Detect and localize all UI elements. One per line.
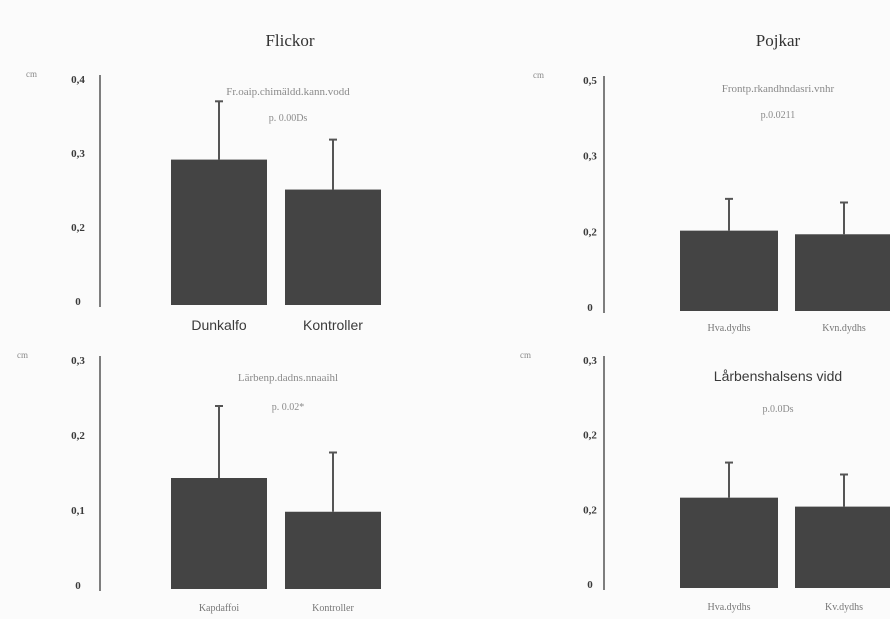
- y-tick-label: 0,4: [71, 74, 85, 86]
- category-label: Hva.dydhs: [707, 602, 750, 613]
- y-tick-label: 0,5: [583, 75, 597, 87]
- p-value-label: p. 0.00Ds: [269, 113, 308, 124]
- bar-patient: [680, 230, 778, 311]
- bar-patient: [680, 497, 778, 588]
- panel-title: Fr.oaip.chimäldd.kann.vodd: [226, 86, 350, 98]
- chart-panel-top-left: cm 0,4 0,3 0,2 0 Fr.oaip.chimäldd.kann.vodd p.…: [26, 69, 381, 333]
- p-value-label: p. 0.02*: [272, 402, 305, 413]
- y-tick-label: 0,3: [583, 151, 597, 163]
- panel-title: Frontp.rkandhndasri.vnhr: [722, 83, 835, 95]
- category-label: Hva.dydhs: [707, 323, 750, 334]
- y-tick-label: 0: [587, 302, 593, 314]
- y-tick-label: 0,2: [583, 504, 597, 516]
- chart-panel-bottom-left: cm 0,3 0,2 0,1 0 Lärbenp.dadns.nnaaihl p. 0.02…: [17, 350, 381, 614]
- unit-label: cm: [17, 350, 28, 360]
- unit-label: cm: [533, 70, 544, 80]
- y-tick-label: 0,3: [71, 148, 85, 160]
- unit-label: cm: [26, 69, 37, 79]
- category-label: Kapdaffoi: [199, 603, 240, 614]
- p-value-label: p.0.0Ds: [762, 404, 793, 415]
- bar-patient: [171, 159, 267, 305]
- bar-control: [285, 511, 381, 589]
- y-tick-label: 0,2: [583, 226, 597, 238]
- chart-panel-bottom-right: cm 0,3 0,2 0,2 0 Lårbenshalsens vidd p.0.0Ds Hv…: [520, 350, 890, 613]
- group-title-pojkar: Pojkar: [756, 31, 801, 50]
- y-tick-label: 0,2: [71, 222, 85, 234]
- y-tick-label: 0: [587, 579, 593, 591]
- bar-control: [795, 234, 890, 311]
- y-tick-label: 0,3: [71, 355, 85, 367]
- y-tick-label: 0,2: [583, 430, 597, 442]
- category-label: Kv.dydhs: [825, 602, 863, 613]
- group-title-flickor: Flickor: [265, 31, 314, 50]
- panel-title: Lårbenshalsens vidd: [714, 368, 842, 384]
- category-label: Kontroller: [312, 603, 354, 614]
- y-tick-label: 0,1: [71, 505, 85, 517]
- bar-patient: [171, 478, 267, 589]
- y-tick-label: 0,3: [583, 355, 597, 367]
- bar-control: [285, 189, 381, 305]
- unit-label: cm: [520, 350, 531, 360]
- category-label: Kvn.dydhs: [822, 323, 866, 334]
- chart-panel-top-right: cm 0,5 0,3 0,2 0 Frontp.rkandhndasri.vnhr p.0.…: [533, 70, 890, 334]
- y-tick-label: 0: [75, 580, 81, 592]
- bar-control: [795, 506, 890, 588]
- panel-title: Lärbenp.dadns.nnaaihl: [238, 372, 338, 384]
- category-label: Dunkalfo: [191, 317, 246, 333]
- y-tick-label: 0,2: [71, 430, 85, 442]
- category-label: Kontroller: [303, 317, 363, 333]
- y-tick-label: 0: [75, 296, 81, 308]
- p-value-label: p.0.0211: [761, 110, 796, 121]
